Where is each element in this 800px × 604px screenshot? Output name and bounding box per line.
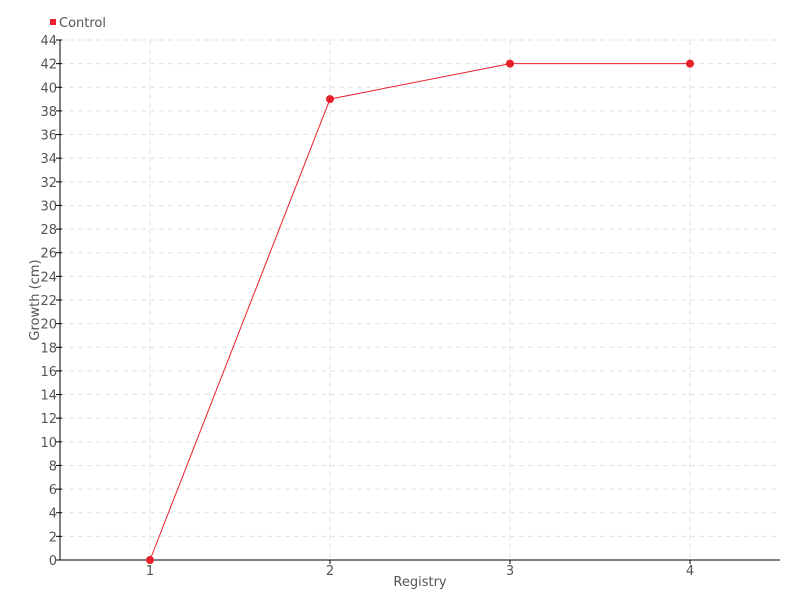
y-tick-label: 10 xyxy=(40,436,57,451)
x-tick-label: 3 xyxy=(506,564,514,579)
y-tick-label: 8 xyxy=(49,459,57,474)
y-tick-label: 2 xyxy=(49,530,57,545)
y-tick-label: 40 xyxy=(40,81,57,96)
y-tick-label: 16 xyxy=(40,365,57,380)
y-tick-label: 30 xyxy=(40,199,57,214)
x-axis-label: Registry xyxy=(393,575,447,590)
y-tick-label: 28 xyxy=(40,223,57,238)
x-tick-label: 2 xyxy=(326,564,334,579)
y-tick-label: 44 xyxy=(40,34,57,49)
y-tick-label: 26 xyxy=(40,247,57,262)
x-tick-label: 4 xyxy=(686,564,694,579)
series-line-control xyxy=(149,63,690,561)
y-tick-label: 22 xyxy=(40,294,57,309)
y-tick-label: 6 xyxy=(49,483,57,498)
y-tick-label: 38 xyxy=(40,105,57,120)
x-tick-label: 1 xyxy=(146,564,154,579)
y-tick-label: 36 xyxy=(40,129,57,144)
legend-swatch-control xyxy=(50,19,56,25)
y-tick-label: 42 xyxy=(40,58,57,73)
y-axis-label: Growth (cm) xyxy=(28,259,43,340)
y-tick-label: 32 xyxy=(40,176,57,191)
y-tick-label: 34 xyxy=(40,152,57,167)
y-tick-label: 14 xyxy=(40,389,57,404)
y-tick-label: 20 xyxy=(40,318,57,333)
legend-label-control: Control xyxy=(59,16,106,31)
data-point xyxy=(686,59,694,68)
data-point xyxy=(506,59,514,68)
data-point xyxy=(326,95,334,104)
grid xyxy=(60,39,780,560)
y-tick-label: 24 xyxy=(40,270,57,285)
axes: 0246810121416182022242628303234363840424… xyxy=(40,34,780,579)
legend: Control xyxy=(50,16,106,31)
y-tick-label: 4 xyxy=(49,507,57,522)
y-tick-label: 12 xyxy=(40,412,57,427)
y-tick-label: 0 xyxy=(49,554,57,569)
series-group xyxy=(146,59,694,564)
data-point xyxy=(146,556,154,564)
y-tick-label: 18 xyxy=(40,341,57,356)
